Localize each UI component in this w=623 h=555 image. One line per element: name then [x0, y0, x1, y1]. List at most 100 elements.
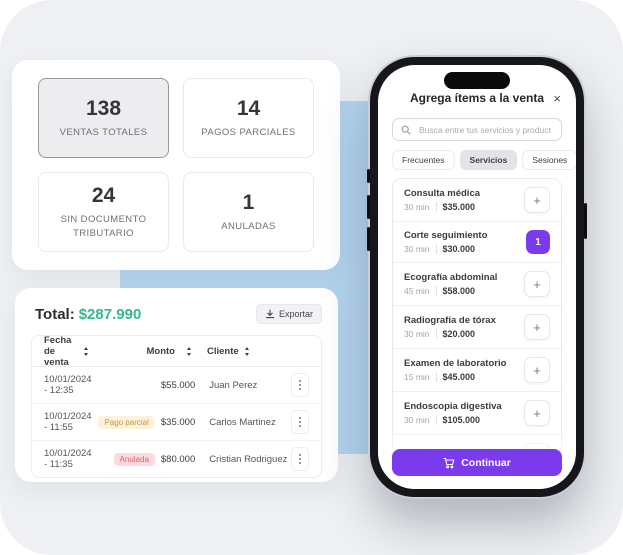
- service-name: Examen de laboratorio: [404, 358, 507, 369]
- service-item: Ecografía abdominal 45 min $58.000: [393, 263, 561, 306]
- row-menu-button[interactable]: [291, 410, 309, 434]
- continue-button[interactable]: Continuar: [392, 449, 562, 476]
- cell-amount: $80.000: [160, 453, 196, 465]
- service-price: $105.000: [435, 415, 480, 425]
- total-label: Total:: [35, 305, 75, 323]
- stat-box-pagos-parciales[interactable]: 14 PAGOS PARCIALES: [183, 78, 314, 158]
- export-button-label: Exportar: [278, 309, 313, 319]
- cell-date: 10/01/2024 - 12:35: [44, 374, 92, 396]
- stat-box-sin-documento[interactable]: 24 SIN DOCUMENTO TRIBUTARIO: [38, 172, 169, 252]
- service-duration: 45 min: [404, 286, 430, 296]
- service-item: Consulta médica 30 min $35.000: [393, 179, 561, 222]
- row-menu-button[interactable]: [291, 373, 309, 397]
- phone-volume-down-button: [367, 227, 370, 251]
- table-header-row: Fecha de venta Monto Cliente: [32, 335, 321, 368]
- service-duration: 30 min: [404, 202, 430, 212]
- service-duration: 30 min: [404, 415, 430, 425]
- status-badge-pago-parcial: Pago parcial: [98, 415, 155, 429]
- kebab-icon: [299, 384, 301, 386]
- column-header-label: Cliente: [207, 345, 239, 357]
- table-row: 10/01/2024 - 11:35 Anulada $80.000 Crist…: [32, 441, 321, 477]
- service-duration: 15 min: [404, 372, 430, 382]
- sales-card: Total: $287.990 Exportar Fecha de venta M…: [15, 288, 338, 482]
- phone-notch: [444, 72, 510, 89]
- tab-sesiones[interactable]: Sesiones: [522, 150, 576, 170]
- column-header-fecha[interactable]: Fecha de venta: [44, 335, 88, 368]
- cart-icon: [443, 457, 455, 469]
- cell-date: 10/01/2024 - 11:55: [44, 411, 92, 433]
- stat-label: ANULADAS: [221, 220, 276, 232]
- cell-client: Juan Perez: [209, 379, 258, 391]
- stat-value: 138: [85, 96, 122, 120]
- phone-mockup: Agrega ítems a la venta × Frecuentes Ser…: [367, 57, 587, 497]
- service-price: $20.000: [435, 329, 475, 339]
- sales-card-header: Total: $287.990 Exportar: [31, 304, 322, 324]
- add-service-button[interactable]: [524, 271, 550, 297]
- phone-power-button: [584, 203, 587, 239]
- kebab-icon: [299, 458, 301, 460]
- sort-icon[interactable]: [186, 346, 193, 356]
- service-duration: 30 min: [404, 329, 430, 339]
- stat-value: 1: [242, 190, 255, 214]
- add-service-button[interactable]: [524, 187, 550, 213]
- tab-frecuentes[interactable]: Frecuentes: [392, 150, 455, 170]
- close-icon[interactable]: ×: [553, 91, 561, 106]
- service-price: $58.000: [435, 286, 475, 296]
- service-name: Endoscopia digestiva: [404, 401, 502, 412]
- add-service-button[interactable]: [524, 400, 550, 426]
- tab-servicios[interactable]: Servicios: [459, 150, 518, 170]
- service-name: Ecografía abdominal: [404, 272, 498, 283]
- service-name: Radiografía de tórax: [404, 315, 496, 326]
- stat-label: PAGOS PARCIALES: [201, 126, 296, 138]
- services-list: Consulta médica 30 min $35.000 Corte seg…: [392, 178, 562, 478]
- service-duration: 30 min: [404, 244, 430, 254]
- service-price: $45.000: [435, 372, 475, 382]
- add-service-button[interactable]: [524, 314, 550, 340]
- category-tabs: Frecuentes Servicios Sesiones Productos: [392, 150, 576, 170]
- column-header-cliente[interactable]: Cliente: [193, 346, 287, 357]
- cell-client: Cristian Rodriguez: [209, 453, 288, 465]
- stat-label: SIN DOCUMENTO TRIBUTARIO: [60, 213, 147, 239]
- row-menu-button[interactable]: [291, 447, 309, 471]
- column-header-monto[interactable]: Monto: [87, 346, 193, 357]
- search-icon: [401, 125, 411, 135]
- service-price: $35.000: [435, 202, 475, 212]
- phone-mute-switch: [367, 169, 370, 183]
- service-name: Consulta médica: [404, 188, 481, 199]
- stat-label: VENTAS TOTALES: [59, 126, 148, 138]
- total-value: $287.990: [78, 305, 142, 323]
- stat-value: 24: [91, 183, 116, 207]
- stat-box-anuladas[interactable]: 1 ANULADAS: [183, 172, 314, 252]
- service-name: Corte seguimiento: [404, 230, 488, 241]
- sheet-title: Agrega ítems a la venta: [409, 91, 545, 105]
- service-item: Examen de laboratorio 15 min $45.000: [393, 349, 561, 392]
- service-price: $30.000: [435, 244, 475, 254]
- add-service-button[interactable]: [524, 357, 550, 383]
- cell-client: Carlos Martinez: [209, 416, 276, 428]
- search-bar[interactable]: [392, 118, 562, 141]
- service-item: Radiografía de tórax 30 min $20.000: [393, 306, 561, 349]
- table-row: 10/01/2024 - 12:35 $55.000 Juan Perez: [32, 367, 321, 404]
- column-header-label: Fecha de venta: [44, 335, 72, 368]
- phone-volume-up-button: [367, 195, 370, 219]
- table-row: 10/01/2024 - 11:55 Pago parcial $35.000 …: [32, 404, 321, 441]
- sort-icon[interactable]: [244, 346, 251, 356]
- stats-card: 138 VENTAS TOTALES 14 PAGOS PARCIALES 24…: [12, 60, 340, 270]
- status-badge-anulada: Anulada: [113, 452, 155, 466]
- service-item: Endoscopia digestiva 30 min $105.000: [393, 392, 561, 435]
- service-quantity-badge[interactable]: 1: [526, 230, 550, 254]
- service-item: Corte seguimiento 30 min $30.000 1: [393, 222, 561, 263]
- stat-box-ventas-totales[interactable]: 138 VENTAS TOTALES: [38, 78, 169, 158]
- download-icon: [265, 309, 275, 319]
- sort-icon[interactable]: [83, 346, 88, 356]
- total-line: Total: $287.990: [35, 306, 141, 323]
- search-input[interactable]: [417, 123, 553, 136]
- cell-date: 10/01/2024 - 11:35: [44, 448, 92, 470]
- sales-table: Fecha de venta Monto Cliente 10/01/2024 …: [31, 335, 322, 478]
- cell-amount: $35.000: [160, 416, 196, 428]
- column-header-label: Monto: [146, 345, 176, 357]
- export-button[interactable]: Exportar: [255, 304, 322, 324]
- phone-screen: Agrega ítems a la venta × Frecuentes Ser…: [378, 65, 576, 489]
- stat-value: 14: [236, 96, 261, 120]
